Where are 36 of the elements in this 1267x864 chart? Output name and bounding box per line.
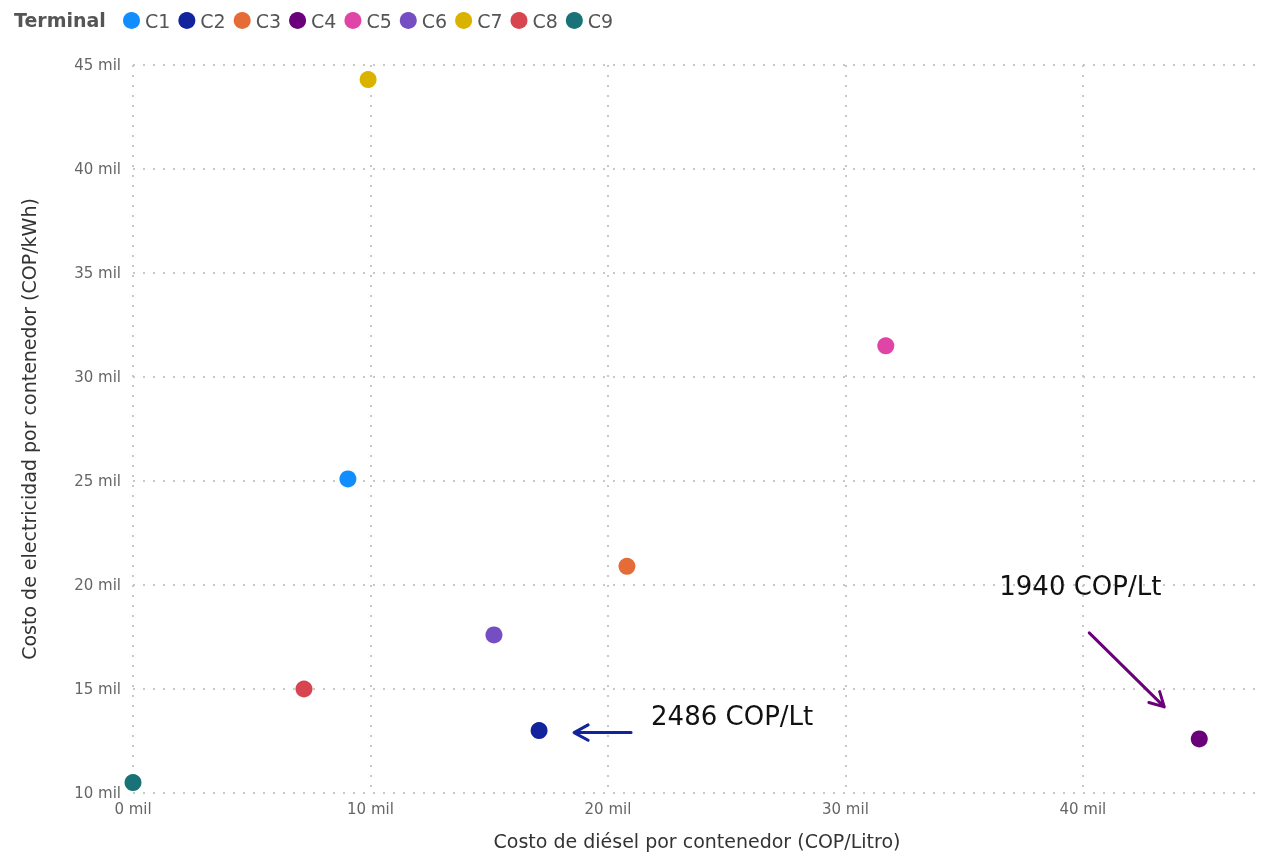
y-tick-label: 35 mil	[74, 264, 121, 282]
y-tick-label: 25 mil	[74, 472, 121, 490]
x-tick-label: 30 mil	[822, 799, 869, 818]
x-tick-label: 0 mil	[114, 799, 152, 818]
legend-label: C8	[532, 9, 558, 32]
annotation: 2486 COP/Lt	[651, 700, 814, 731]
y-axis-title: Costo de electricidad por contenedor (COP/kWh)	[17, 198, 40, 660]
point	[618, 557, 636, 575]
legend-label: C7	[477, 9, 503, 32]
x-tick-label: 40 mil	[1059, 799, 1107, 818]
point	[339, 470, 357, 488]
point	[124, 774, 142, 792]
point	[359, 71, 377, 89]
y-tick-label: 40 mil	[74, 160, 121, 178]
legend-label: C2	[200, 9, 226, 32]
y-tick-label: 45 mil	[74, 56, 121, 74]
y-tick-label: 20 mil	[74, 576, 121, 594]
legend-label: C4	[311, 9, 337, 32]
legend-label: C3	[255, 9, 282, 32]
point	[530, 722, 548, 740]
legend-label: C5	[366, 9, 392, 32]
point	[295, 680, 313, 698]
legend-title: Terminal	[14, 8, 106, 31]
point	[1190, 730, 1208, 748]
legend-label: C1	[145, 9, 171, 32]
y-tick-label: 30 mil	[74, 368, 121, 386]
legend-label: C9	[587, 9, 614, 32]
annotation: 1940 COP/Lt	[999, 570, 1162, 601]
x-axis-title: Costo de diésel por contenedor (COP/Litro)	[493, 829, 901, 852]
point	[485, 626, 503, 644]
x-tick-label: 10 mil	[347, 799, 394, 818]
point	[877, 337, 895, 355]
legend-label: C6	[421, 9, 448, 32]
x-tick-label: 20 mil	[584, 799, 632, 818]
y-tick-label: 15 mil	[74, 680, 121, 698]
y-tick-label: 10 mil	[74, 784, 121, 802]
